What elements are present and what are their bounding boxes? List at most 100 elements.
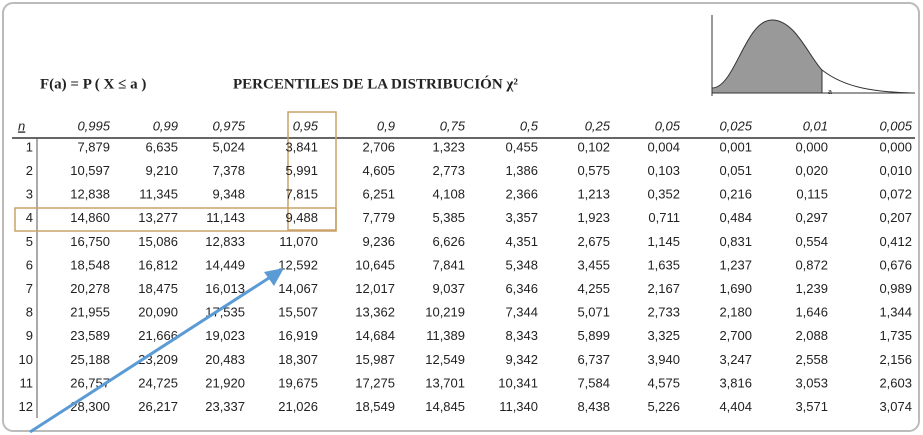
cell: 5,071 bbox=[577, 305, 610, 320]
row-highlight bbox=[14, 207, 337, 232]
cell: 15,507 bbox=[278, 305, 318, 320]
cell: 5,899 bbox=[577, 328, 610, 343]
cell: 1,646 bbox=[795, 305, 828, 320]
arrow bbox=[29, 268, 284, 434]
cell: 3,816 bbox=[719, 375, 752, 390]
cell: 10,219 bbox=[425, 305, 465, 320]
cell: 13,362 bbox=[355, 305, 395, 320]
cell: 5,348 bbox=[505, 257, 538, 272]
cell: 9,488 bbox=[285, 210, 318, 225]
cell: 0,484 bbox=[719, 210, 752, 225]
row-number: 7 bbox=[26, 281, 33, 296]
row-number: 2 bbox=[26, 163, 33, 178]
row-number: 10 bbox=[19, 352, 33, 367]
cell: 16,750 bbox=[70, 234, 110, 249]
graph-label: a bbox=[828, 89, 832, 96]
cell: 8,438 bbox=[577, 399, 610, 414]
cell: 6,346 bbox=[505, 281, 538, 296]
cell: 9,037 bbox=[432, 281, 465, 296]
cell: 0,000 bbox=[795, 139, 828, 154]
cell: 0,072 bbox=[879, 187, 912, 202]
cell: 25,188 bbox=[70, 352, 110, 367]
cell: 3,325 bbox=[647, 328, 680, 343]
cell: 4,255 bbox=[577, 281, 610, 296]
cell: 0,554 bbox=[795, 234, 828, 249]
cell: 0,989 bbox=[879, 281, 912, 296]
cell: 11,340 bbox=[499, 399, 538, 414]
cell: 3,247 bbox=[719, 352, 752, 367]
cell: 11,070 bbox=[279, 234, 318, 249]
cell: 23,337 bbox=[205, 399, 245, 414]
column-header: n bbox=[18, 118, 25, 133]
cell: 10,597 bbox=[70, 163, 110, 178]
cell: 19,023 bbox=[205, 328, 245, 343]
cell: 0,455 bbox=[505, 139, 538, 154]
cell: 18,549 bbox=[355, 399, 395, 414]
row-number: 6 bbox=[26, 257, 33, 272]
cell: 0,010 bbox=[879, 163, 912, 178]
cell: 4,351 bbox=[505, 234, 538, 249]
cell: 5,991 bbox=[285, 163, 318, 178]
cell: 14,449 bbox=[205, 257, 245, 272]
cell: 6,635 bbox=[145, 139, 178, 154]
row-number: 3 bbox=[26, 187, 33, 202]
cell: 12,017 bbox=[355, 281, 395, 296]
cell: 21,955 bbox=[70, 305, 110, 320]
cell: 18,475 bbox=[138, 281, 178, 296]
cell: 0,831 bbox=[719, 234, 752, 249]
cell: 5,385 bbox=[432, 210, 465, 225]
cell: 4,605 bbox=[362, 163, 395, 178]
row-number: 5 bbox=[26, 234, 33, 249]
row-number: 4 bbox=[26, 210, 33, 225]
cell: 14,860 bbox=[70, 210, 110, 225]
column-header: 0,9 bbox=[377, 118, 395, 133]
column-header: 0,25 bbox=[585, 118, 611, 133]
column-header: 0,005 bbox=[879, 118, 912, 133]
row-number: 8 bbox=[26, 305, 33, 320]
cell: 0,352 bbox=[647, 187, 680, 202]
cell: 24,725 bbox=[138, 375, 178, 390]
cell: 9,210 bbox=[145, 163, 178, 178]
cell: 16,013 bbox=[205, 281, 245, 296]
cell: 14,067 bbox=[278, 281, 318, 296]
cell: 20,090 bbox=[138, 305, 178, 320]
cell: 18,307 bbox=[278, 352, 318, 367]
cell: 4,404 bbox=[719, 399, 752, 414]
cell: 9,236 bbox=[362, 234, 395, 249]
cell: 3,053 bbox=[795, 375, 828, 390]
row-number: 1 bbox=[26, 139, 33, 154]
cell: 2,773 bbox=[432, 163, 465, 178]
cell: 0,000 bbox=[879, 139, 912, 154]
cell: 8,343 bbox=[505, 328, 538, 343]
cell: 2,603 bbox=[879, 375, 912, 390]
column-header: 0,95 bbox=[293, 118, 319, 133]
cell: 5,226 bbox=[647, 399, 680, 414]
cell: 7,815 bbox=[285, 187, 318, 202]
cell: 7,879 bbox=[77, 139, 110, 154]
column-header: 0,05 bbox=[655, 118, 681, 133]
cell: 11,389 bbox=[426, 328, 465, 343]
cell: 3,357 bbox=[505, 210, 538, 225]
cell: 15,987 bbox=[355, 352, 395, 367]
cell: 1,344 bbox=[879, 305, 912, 320]
cell: 1,239 bbox=[795, 281, 828, 296]
row-number: 9 bbox=[26, 328, 33, 343]
cell: 1,923 bbox=[577, 210, 610, 225]
cell: 1,386 bbox=[505, 163, 538, 178]
cell: 17,275 bbox=[355, 375, 395, 390]
cell: 0,001 bbox=[719, 139, 752, 154]
cell: 0,676 bbox=[879, 257, 912, 272]
cell: 0,102 bbox=[577, 139, 610, 154]
cell: 20,278 bbox=[70, 281, 110, 296]
cell: 9,348 bbox=[212, 187, 245, 202]
cell: 0,207 bbox=[879, 210, 912, 225]
row-number: 11 bbox=[20, 375, 34, 390]
cell: 2,180 bbox=[719, 305, 752, 320]
cell: 0,711 bbox=[648, 210, 680, 225]
cell: 0,115 bbox=[796, 187, 828, 202]
cell: 3,074 bbox=[879, 399, 912, 414]
column-highlight bbox=[287, 111, 337, 231]
cell: 12,592 bbox=[278, 257, 318, 272]
cell: 2,733 bbox=[647, 305, 680, 320]
